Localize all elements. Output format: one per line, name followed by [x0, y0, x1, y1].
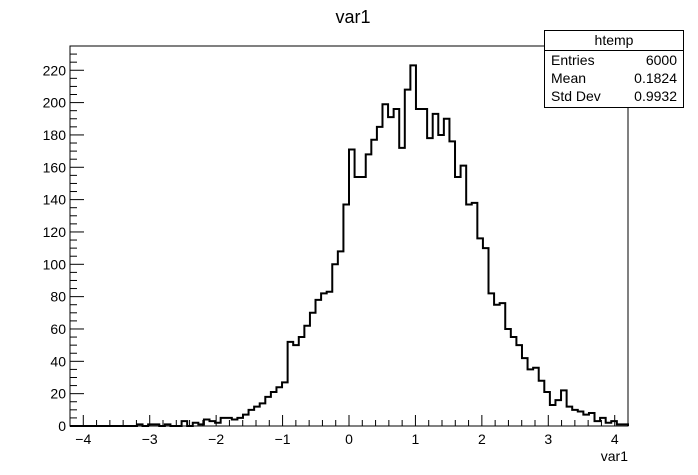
y-tick-label: 100 — [43, 256, 67, 272]
chart-title: var1 — [335, 7, 370, 27]
x-tick-label: −1 — [275, 431, 291, 447]
x-tick-label: 0 — [345, 431, 353, 447]
y-tick-label: 200 — [43, 95, 67, 111]
stats-row-stddev: Std Dev 0.9932 — [545, 87, 683, 105]
stats-label: Mean — [551, 70, 587, 86]
histogram-outline — [70, 64, 629, 427]
stats-value: 6000 — [645, 52, 677, 68]
x-tick-label: 1 — [412, 431, 420, 447]
stats-value: 0.1824 — [634, 70, 677, 86]
x-tick-label: −2 — [208, 431, 224, 447]
y-tick-label: 220 — [43, 62, 67, 78]
y-axis: 0 20 40 60 80 100 120 140 160 180 200 220 — [43, 53, 84, 434]
stats-row-entries: Entries 6000 — [545, 51, 683, 69]
stats-value: 0.9932 — [634, 88, 677, 104]
y-tick-label: 160 — [43, 159, 67, 175]
stats-box-title: htemp — [545, 31, 683, 51]
stats-label: Entries — [551, 52, 595, 68]
x-tick-label: 3 — [544, 431, 552, 447]
y-tick-label: 20 — [50, 386, 66, 402]
y-tick-label: 120 — [43, 224, 67, 240]
stats-row-mean: Mean 0.1824 — [545, 69, 683, 87]
y-tick-label: 140 — [43, 192, 67, 208]
x-tick-label: 2 — [478, 431, 486, 447]
y-tick-label: 40 — [50, 353, 66, 369]
x-axis: −4 −3 −2 −1 0 1 2 3 4 — [69, 415, 629, 447]
x-tick-label: −4 — [75, 431, 91, 447]
x-tick-label: −3 — [142, 431, 158, 447]
y-tick-label: 180 — [43, 127, 67, 143]
stats-box: htemp Entries 6000 Mean 0.1824 Std Dev 0… — [544, 30, 684, 108]
x-tick-label: 4 — [611, 431, 619, 447]
y-tick-label: 60 — [50, 321, 66, 337]
y-tick-label: 0 — [58, 418, 66, 434]
y-tick-label: 80 — [50, 289, 66, 305]
x-axis-label: var1 — [601, 448, 628, 464]
stats-label: Std Dev — [551, 88, 601, 104]
